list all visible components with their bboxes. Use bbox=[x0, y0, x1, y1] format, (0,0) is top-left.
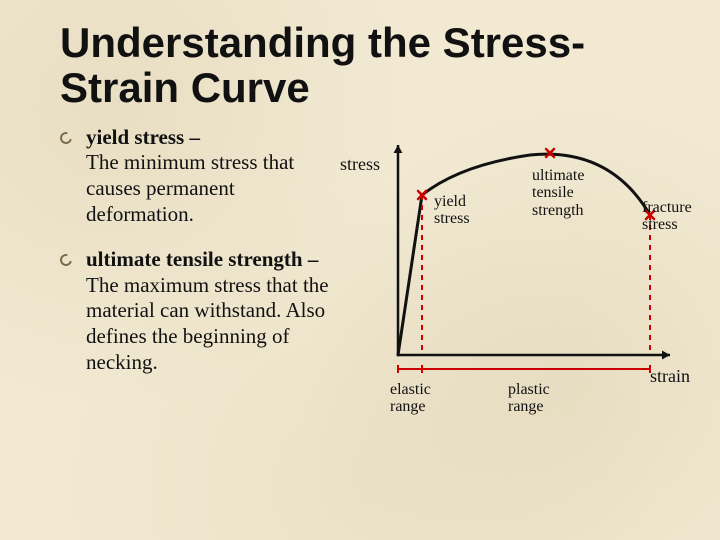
bullet-item-ultimate: ultimate tensile strength – The maximum … bbox=[60, 247, 340, 375]
bullet-list: yield stress – The minimum stress that c… bbox=[60, 125, 340, 395]
chart-point-label-fracture: fracture stress bbox=[642, 199, 712, 234]
chart-x-axis-label: strain bbox=[650, 367, 690, 387]
chart-svg bbox=[350, 125, 690, 425]
chart-y-axis-label: stress bbox=[340, 155, 380, 175]
bullet-term: yield stress – bbox=[86, 125, 200, 149]
bullet-item-yield: yield stress – The minimum stress that c… bbox=[60, 125, 340, 227]
chart-point-label-ultimate: ultimate tensile strength bbox=[532, 167, 612, 220]
bullet-term: ultimate tensile strength – bbox=[86, 247, 318, 271]
chart-range-label-0: elastic range bbox=[390, 381, 470, 416]
slide-title: Understanding the Stress-Strain Curve bbox=[60, 20, 670, 111]
slide-body: yield stress – The minimum stress that c… bbox=[60, 125, 670, 395]
bullet-desc: The minimum stress that causes permanent… bbox=[86, 150, 294, 225]
bullet-desc: The maximum stress that the material can… bbox=[86, 273, 329, 374]
stress-strain-chart: yield stressultimate tensile strengthfra… bbox=[350, 125, 670, 395]
chart-point-label-yield: yield stress bbox=[434, 193, 494, 228]
chart-range-label-1: plastic range bbox=[508, 381, 588, 416]
slide: Understanding the Stress-Strain Curve yi… bbox=[0, 0, 720, 540]
